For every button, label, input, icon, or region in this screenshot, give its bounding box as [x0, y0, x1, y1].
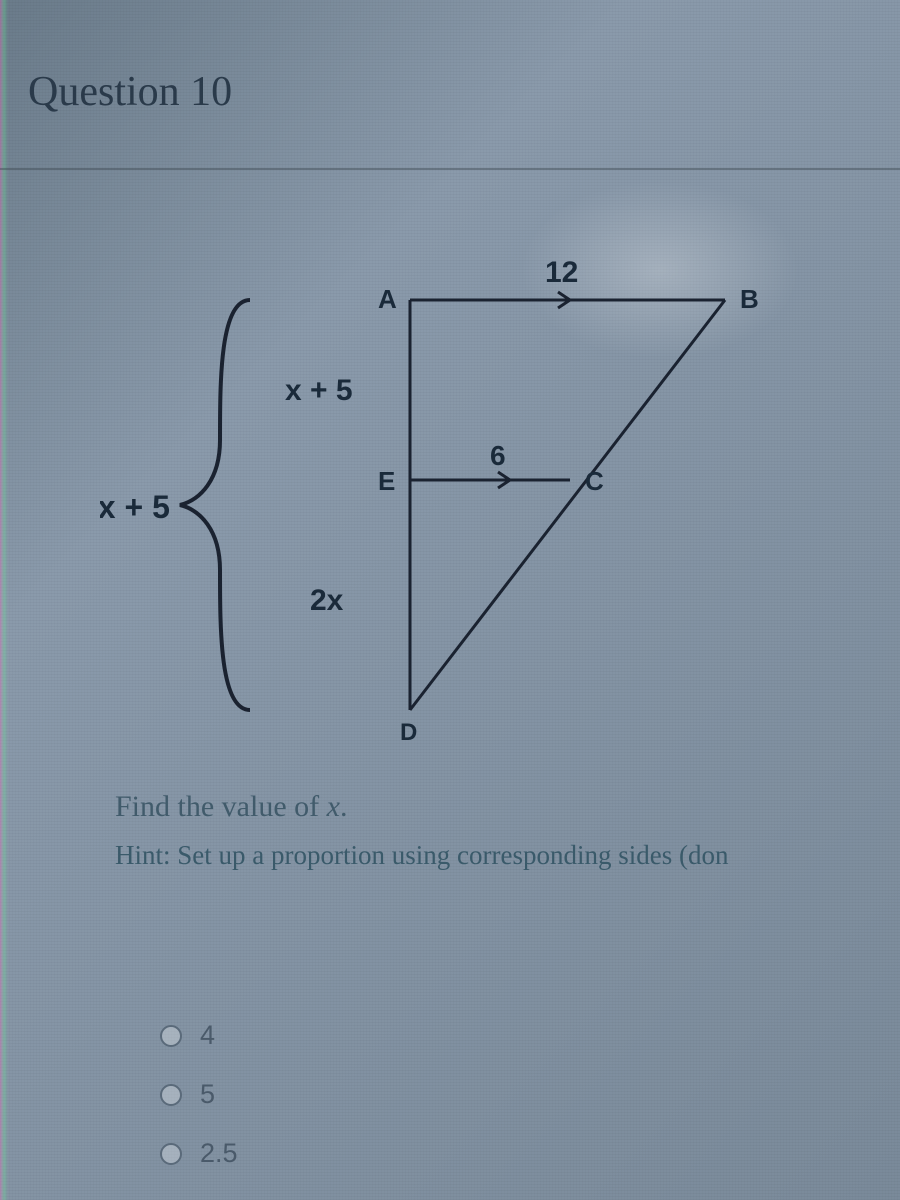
radio-icon[interactable] — [160, 1084, 182, 1106]
prompt-before: Find the value of — [115, 790, 327, 823]
option-2[interactable]: 2.5 — [160, 1138, 238, 1169]
question-title: Question 10 — [28, 68, 232, 116]
question-hint: Hint: Set up a proportion using correspo… — [115, 840, 900, 871]
option-label: 5 — [200, 1079, 215, 1110]
option-label: 2.5 — [200, 1138, 238, 1169]
hint-text: Set up a proportion using corresponding … — [177, 840, 728, 870]
radio-icon[interactable] — [160, 1143, 182, 1165]
vertex-a-label: A — [378, 284, 397, 314]
geometry-diagram: A B E C D 12 6 x + 5 2x 3x + 5 — [100, 260, 800, 760]
option-label: 4 — [200, 1020, 215, 1051]
segment-ad-brace-label: 3x + 5 — [100, 489, 170, 525]
vertex-e-label: E — [378, 466, 395, 496]
vertex-c-label: C — [585, 466, 604, 496]
prompt-after: . — [340, 790, 348, 823]
radio-icon[interactable] — [160, 1025, 182, 1047]
segment-ec-label: 6 — [490, 440, 506, 471]
hint-prefix: Hint: — [115, 840, 177, 870]
vertex-b-label: B — [740, 284, 759, 314]
question-prompt: Find the value of x. — [115, 790, 900, 824]
vertex-d-label: D — [400, 719, 417, 746]
segment-ae-label: x + 5 — [285, 374, 353, 407]
answer-options: 4 5 2.5 — [160, 1020, 238, 1197]
divider — [0, 168, 900, 170]
option-0[interactable]: 4 — [160, 1020, 238, 1051]
option-1[interactable]: 5 — [160, 1079, 238, 1110]
prompt-variable: x — [327, 790, 340, 823]
segment-ed-label: 2x — [310, 584, 344, 617]
segment-ab-label: 12 — [545, 260, 578, 289]
